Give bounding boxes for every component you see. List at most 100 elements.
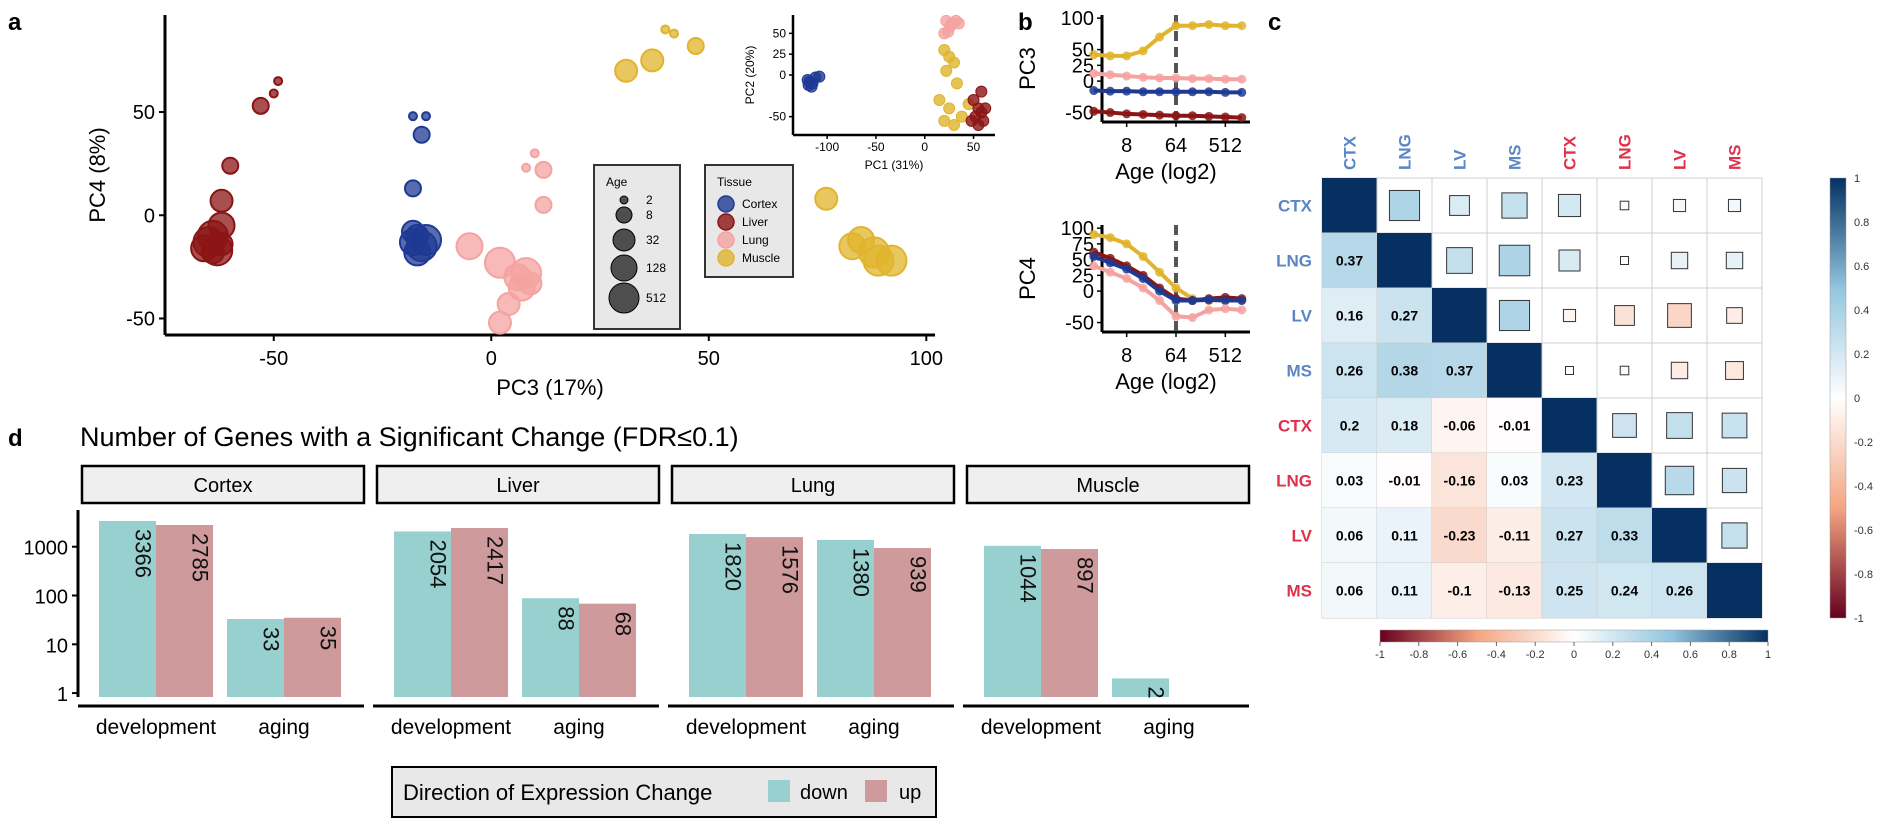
corr-col-label: CTX	[1561, 135, 1580, 170]
point-cortex	[403, 179, 422, 198]
bar-up	[284, 617, 341, 697]
inset-point-cortex	[813, 70, 826, 83]
corr-upper-square	[1446, 247, 1473, 274]
corr-col-label: LNG	[1616, 134, 1635, 170]
bar-value-label: 68	[611, 612, 636, 636]
bar-up	[579, 603, 636, 697]
corr-value-label: -0.16	[1444, 473, 1476, 489]
trajectory-lung	[1093, 264, 1242, 320]
point-liver	[251, 96, 270, 115]
x-tick-label: -50	[259, 348, 288, 370]
corr-upper-square	[1388, 189, 1421, 222]
corr-lower-cell	[1377, 508, 1432, 563]
legend-age-label: 128	[646, 261, 666, 275]
panel-label-a: a	[8, 9, 22, 36]
point-muscle	[875, 244, 908, 277]
trajectory-cortex	[1093, 88, 1242, 95]
trajectory-point-cortex	[1204, 87, 1214, 97]
trajectory-point-lung	[1204, 305, 1214, 315]
trajectory-point-lung	[1187, 313, 1197, 323]
trajectory-point-lung	[1187, 74, 1197, 84]
trajectory-point-lung	[1089, 69, 1099, 79]
b-y-tick-label: -50	[1065, 103, 1094, 125]
corr-value-label: 0.18	[1391, 418, 1418, 434]
colorbar-tick-label-h: -1	[1375, 649, 1385, 661]
point-cortex	[407, 111, 418, 122]
trajectory-point-lung	[1155, 296, 1165, 306]
bar-value-label: 88	[554, 606, 579, 630]
trajectory-point-lung	[1220, 74, 1230, 84]
point-cortex	[421, 111, 432, 122]
trajectory-muscle	[1093, 22, 1242, 58]
trajectory-point-liver	[1122, 109, 1132, 119]
trajectory-point-cortex	[1089, 251, 1099, 261]
bar-value-label: 897	[1073, 557, 1098, 594]
inset-point-muscle	[940, 64, 953, 77]
legend-label-up: up	[899, 782, 921, 804]
corr-lower-cell	[1322, 398, 1377, 453]
colorbar-tick-label: 0.4	[1854, 305, 1869, 317]
trajectory-point-lung	[1171, 311, 1181, 321]
trajectory-point-liver	[1105, 108, 1115, 118]
point-lung	[521, 162, 532, 173]
corr-upper-square	[1619, 200, 1630, 211]
b-y-tick-label: 100	[1061, 8, 1094, 30]
colorbar-tick-label-h: -0.6	[1448, 649, 1467, 661]
d-y-tick-label: 10	[46, 635, 68, 657]
legend-tissue-label: Lung	[742, 233, 769, 247]
inset-x-tick-label: -100	[815, 140, 839, 154]
inset-y-tick-label: 0	[779, 68, 786, 82]
bar-down	[394, 531, 451, 697]
corr-upper-square	[1501, 192, 1528, 219]
y-tick-label: 50	[133, 102, 155, 124]
bar-down	[1112, 678, 1169, 697]
corr-lower-cell	[1597, 563, 1652, 618]
point-muscle	[614, 58, 639, 83]
trajectory-point-lung	[1220, 304, 1230, 314]
panel-label-d: d	[8, 425, 23, 452]
colorbar-tick-label-h: -0.2	[1526, 649, 1545, 661]
corr-upper-square	[1557, 193, 1582, 218]
b-y-tick-label: 50	[1072, 40, 1094, 62]
bar-down	[817, 539, 874, 697]
corr-value-label: 0.24	[1611, 583, 1638, 599]
corr-upper-square	[1498, 299, 1531, 332]
corr-upper-square	[1725, 251, 1744, 270]
corr-row-label: CTX	[1278, 197, 1313, 216]
inset-x-tick-label: -50	[867, 140, 885, 154]
inset-y-tick-label: -50	[769, 110, 787, 124]
corr-lower-cell	[1432, 508, 1487, 563]
colorbar-tick-label-h: -0.4	[1487, 649, 1506, 661]
corr-value-label: -0.1	[1447, 583, 1471, 599]
pca-inset-panel: -100 -50 0 50 -50 0 25 50 PC1 (31%) PC2 (20%)	[743, 14, 995, 172]
corr-cell	[1706, 287, 1763, 344]
corr-lower-cell	[1322, 563, 1377, 618]
trajectory-point-muscle	[1187, 21, 1197, 31]
corr-lower-cell	[1377, 453, 1432, 508]
corr-lower-cell	[1487, 398, 1542, 453]
corr-upper-square	[1620, 256, 1629, 265]
gene-count-bar-panel: Number of Genes with a Significant Chang…	[24, 422, 1251, 818]
corr-row-label: MS	[1287, 582, 1313, 601]
trajectory-point-muscle	[1155, 267, 1165, 277]
corr-upper-square	[1721, 467, 1748, 494]
group-label: aging	[848, 716, 899, 739]
y-tick-label: -50	[126, 308, 155, 330]
corr-diagonal-cell	[1322, 178, 1377, 233]
point-lung	[518, 271, 543, 296]
corr-lower-cell	[1322, 288, 1377, 343]
colorbar-tick-label: 0.2	[1854, 349, 1869, 361]
corr-diagonal-cell	[1487, 343, 1542, 398]
corr-value-label: 0.03	[1336, 473, 1363, 489]
correlation-matrix-panel: CTX CTX LNG LNG LV LV MS MS CTX CTX LNG LNG LV LV MS MS…	[1276, 134, 1873, 661]
colorbar-tick-label-h: 0.2	[1605, 649, 1620, 661]
trajectory-point-muscle	[1171, 21, 1181, 31]
corr-col-label: LV	[1451, 149, 1470, 170]
corr-value-label: 0.06	[1336, 528, 1363, 544]
trajectory-point-muscle	[1138, 46, 1148, 56]
point-lung	[455, 232, 484, 261]
corr-cell	[1651, 232, 1708, 289]
colorbar-horizontal	[1379, 629, 1769, 643]
corr-col-label: CTX	[1341, 135, 1360, 170]
